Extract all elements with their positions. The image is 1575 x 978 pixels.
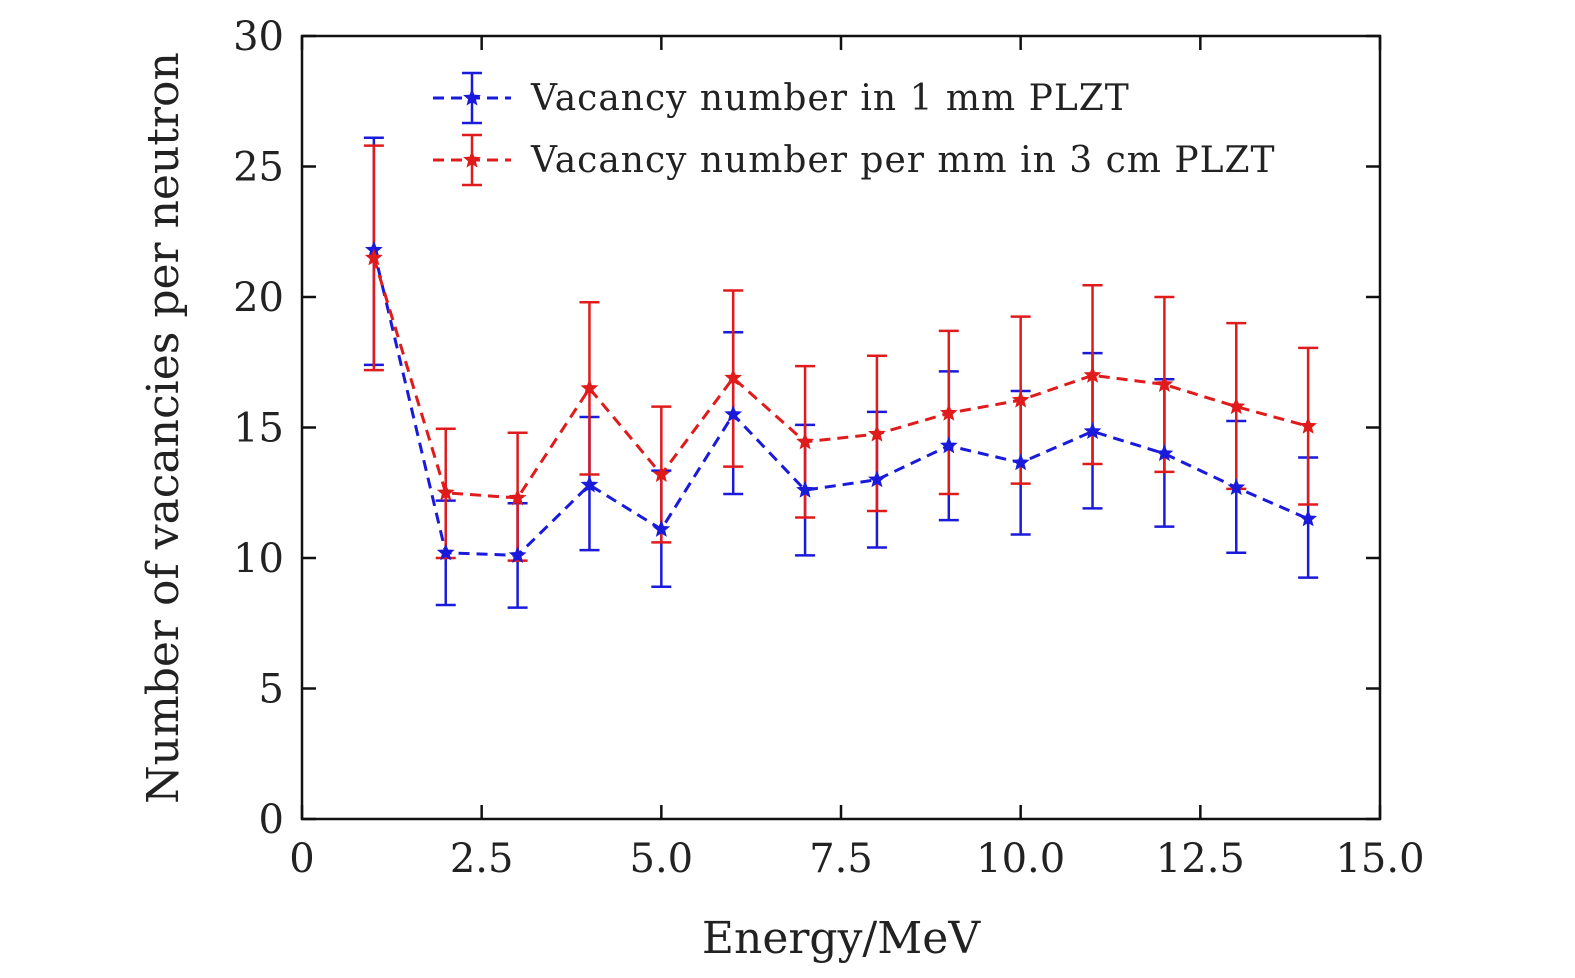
data-point	[1083, 422, 1102, 439]
axis-ticks	[300, 34, 1382, 821]
data-point	[652, 465, 671, 483]
data-point	[364, 248, 383, 266]
data-point	[868, 470, 886, 488]
error-bars	[363, 136, 1319, 609]
x-tick-label: 10.0	[976, 836, 1065, 882]
data-point	[580, 378, 599, 396]
legend-marker	[463, 150, 481, 168]
series-line-1	[372, 249, 1309, 557]
x-tick-label: 15.0	[1335, 836, 1424, 882]
legend-label: Vacancy number in 1 mm PLZT	[530, 78, 1130, 119]
y-tick-label: 5	[259, 667, 284, 713]
data-point	[1227, 397, 1246, 415]
data-point	[436, 483, 455, 501]
data-point	[652, 519, 671, 537]
x-tick-label: 7.5	[809, 836, 873, 882]
data-point	[724, 368, 743, 386]
y-tick-label: 15	[233, 406, 284, 452]
legend-marker	[463, 88, 481, 106]
y-tick-label: 10	[233, 536, 284, 582]
data-point	[1155, 375, 1174, 393]
data-point	[1083, 365, 1102, 383]
series-line-2	[372, 257, 1309, 500]
data-point	[724, 405, 743, 423]
x-axis-label: Energy/MeV	[702, 913, 981, 964]
data-point	[939, 436, 958, 454]
data-point	[868, 424, 886, 442]
data-point	[939, 403, 958, 421]
data-point	[1155, 444, 1174, 462]
y-tick-label: 20	[233, 275, 284, 321]
tick-labels: 0 2.5 5.0 7.5 10.0 12.5 15.0 0 5 10 15 20 25 30	[233, 14, 1424, 882]
data-point	[1011, 390, 1030, 408]
x-tick-label: 12.5	[1156, 836, 1245, 882]
data-point	[796, 480, 814, 498]
x-tick-label: 0	[289, 836, 314, 882]
x-tick-label: 2.5	[450, 836, 514, 882]
data-point	[580, 475, 599, 493]
y-tick-label: 25	[233, 145, 284, 191]
legend: Vacancy number in 1 mm PLZT Vacancy numbe…	[433, 71, 1276, 187]
data-point	[796, 432, 814, 450]
legend-label: Vacancy number per mm in 3 cm PLZT	[530, 140, 1276, 181]
data-point	[436, 543, 455, 561]
x-tick-label: 5.0	[630, 836, 694, 882]
data-point	[508, 546, 527, 563]
data-point	[1299, 416, 1318, 434]
y-tick-label: 0	[259, 797, 284, 843]
y-axis-label: Number of vacancies per neutron	[138, 52, 189, 804]
y-tick-label: 30	[233, 14, 284, 60]
data-point	[1227, 478, 1246, 496]
series-lines	[372, 249, 1309, 557]
data-point	[1299, 509, 1318, 527]
data-markers	[364, 240, 1318, 563]
data-point	[1011, 453, 1030, 471]
data-point	[508, 488, 527, 506]
